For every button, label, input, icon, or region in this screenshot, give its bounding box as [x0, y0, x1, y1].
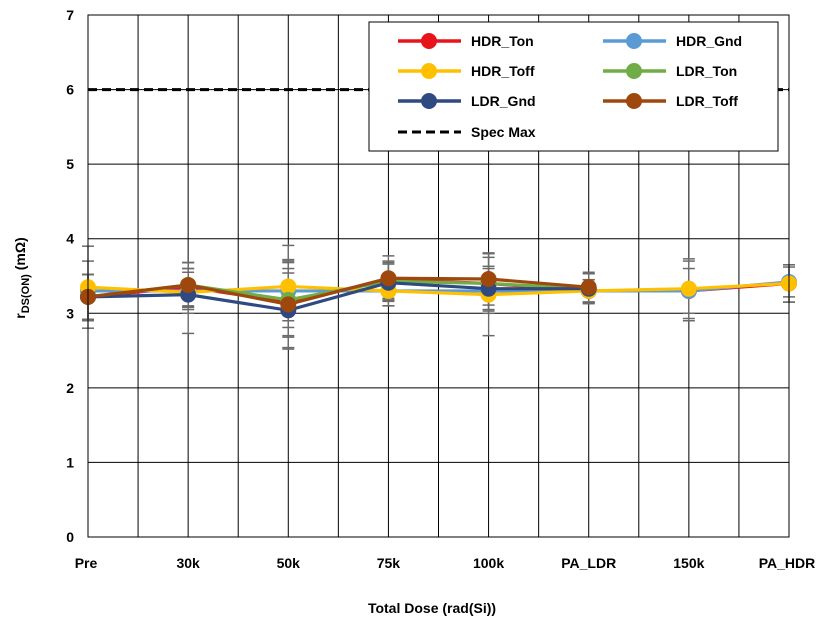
legend-marker-swatch: [421, 93, 437, 109]
series-markers: [80, 270, 797, 319]
y-tick-label: 1: [66, 454, 74, 470]
y-tick-label: 4: [66, 231, 74, 247]
legend-marker-swatch: [421, 63, 437, 79]
data-point-hdr-toff: [280, 278, 297, 295]
series-line-ldr-toff: [87, 276, 589, 306]
x-tick-label: 30k: [176, 555, 200, 571]
series-lines: [87, 276, 790, 312]
data-point-ldr-toff: [480, 270, 497, 287]
y-axis-title-main: r: [12, 313, 28, 319]
data-point-ldr-toff: [580, 279, 597, 296]
x-tick-labels: Pre 30k 50k 75k 100k PA_LDR 150k PA_HDR: [75, 555, 816, 571]
legend-label: HDR_Gnd: [676, 33, 742, 49]
x-tick-label: PA_LDR: [561, 555, 616, 571]
x-tick-label: 75k: [377, 555, 401, 571]
legend-marker-swatch: [626, 63, 642, 79]
x-axis-title: Total Dose (rad(Si)): [368, 600, 496, 616]
legend-label: HDR_Toff: [471, 63, 535, 79]
y-tick-label: 5: [66, 156, 74, 172]
legend-marker-swatch: [626, 93, 642, 109]
y-axis-title-unit: (mΩ): [12, 237, 28, 274]
data-point-ldr-toff: [280, 296, 297, 313]
data-point-ldr-toff: [180, 276, 197, 293]
y-axis-title: rDS(ON) (mΩ): [12, 237, 32, 318]
data-point-ldr-toff: [380, 270, 397, 287]
legend-label: LDR_Gnd: [471, 93, 536, 109]
legend: HDR_Ton HDR_Gnd HDR_Toff LDR_Ton LDR_Gnd LDR_…: [368, 21, 779, 152]
legend-marker-swatch: [421, 33, 437, 49]
x-tick-label: 50k: [277, 555, 301, 571]
series-line-hdr-toff: [87, 281, 790, 297]
x-tick-label: Pre: [75, 555, 98, 571]
series-line-ldr-gnd: [87, 281, 589, 312]
y-tick-label: 6: [66, 82, 74, 98]
data-point-hdr-toff: [680, 280, 697, 297]
y-tick-label: 7: [66, 7, 74, 23]
y-tick-label: 0: [66, 529, 74, 545]
legend-marker-swatch: [626, 33, 642, 49]
legend-label: LDR_Toff: [676, 93, 738, 109]
x-tick-label: 100k: [473, 555, 504, 571]
x-tick-label: PA_HDR: [759, 555, 816, 571]
y-axis-title-subscript: DS(ON): [20, 274, 32, 313]
legend-box: [368, 21, 779, 152]
x-tick-label: 150k: [673, 555, 704, 571]
y-tick-label: 2: [66, 380, 74, 396]
legend-label: Spec Max: [471, 124, 536, 140]
legend-label: HDR_Ton: [471, 33, 534, 49]
y-tick-labels: 0 1 2 3 4 5 6 7: [66, 7, 74, 545]
legend-label: LDR_Ton: [676, 63, 737, 79]
y-tick-label: 3: [66, 305, 74, 321]
plot-frame: [87, 14, 790, 538]
